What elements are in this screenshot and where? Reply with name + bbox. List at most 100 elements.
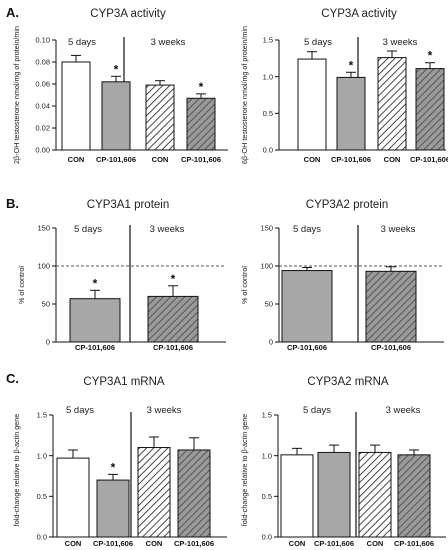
y-tick-label: 0.0 <box>262 533 272 542</box>
chart-title: CYP3A1 mRNA <box>83 376 164 388</box>
group-label: 3 weeks <box>383 37 418 48</box>
significance-marker: * <box>114 62 119 76</box>
bar <box>415 68 445 151</box>
y-tick-label: 150 <box>37 224 50 233</box>
y-tick-label: 100 <box>37 262 50 271</box>
x-category-label: CP-101,606 <box>394 539 434 548</box>
x-category-label: CON <box>304 155 321 164</box>
y-axis-label: fold-change relative to β-actin gene <box>12 414 21 526</box>
chart-title: CYP3A activity <box>90 8 166 20</box>
chart-title: CYP3A2 mRNA <box>307 376 388 388</box>
chart-panel-b-left: CYP3A1 protein % of control 0 50 100 150 5 d… <box>17 199 226 352</box>
y-axis-label: 6β-OH testosterone nmol/mg of protein/mi… <box>240 26 249 164</box>
bar <box>137 447 171 538</box>
x-category-label: CON <box>367 539 384 548</box>
y-axis-label: fold-change relative to β-actin gene <box>240 414 249 526</box>
y-tick-label: 50 <box>42 300 50 309</box>
y-tick-label: 0.5 <box>37 492 47 501</box>
y-tick-label: 1.0 <box>263 72 273 81</box>
bar <box>145 84 175 151</box>
bar <box>147 295 199 343</box>
y-tick-label: 1.0 <box>37 451 47 460</box>
group-label: 3 weeks <box>150 224 185 235</box>
y-tick-label: 50 <box>265 300 273 309</box>
y-tick-label: 1.5 <box>263 36 273 45</box>
significance-marker: * <box>199 80 204 94</box>
y-tick-label: 0.5 <box>263 109 273 118</box>
bar <box>186 97 216 151</box>
x-category-label: CP-101,606 <box>181 155 221 164</box>
chart-panel-a-left: CYP3A activity 2β-OH testosterone nmol/m… <box>12 8 228 164</box>
bar <box>280 454 314 538</box>
y-tick-label: 0 <box>269 338 273 347</box>
chart-panel-c-left: CYP3A1 mRNA fold-change relative to β-ac… <box>12 376 227 548</box>
x-category-label: CP-101,606 <box>174 539 214 548</box>
section-label-c: C. <box>6 371 19 386</box>
group-label: 5 days <box>303 405 331 416</box>
significance-marker: * <box>428 49 433 63</box>
bar <box>96 479 130 538</box>
x-category-label: CP-101,606 <box>410 155 448 164</box>
group-label: 5 days <box>66 405 94 416</box>
x-category-label: CON <box>384 155 401 164</box>
bar <box>358 451 392 538</box>
group-label: 3 weeks <box>386 405 421 416</box>
x-category-label: CON <box>68 155 85 164</box>
y-tick-label: 150 <box>260 224 273 233</box>
bar <box>317 451 351 538</box>
group-label: 5 days <box>68 37 96 48</box>
x-category-label: CP-101,606 <box>314 539 354 548</box>
y-tick-label: 0 <box>46 338 50 347</box>
group-label: 3 weeks <box>151 37 186 48</box>
chart-title: CYP3A2 protein <box>306 199 388 211</box>
y-tick-label: 1.5 <box>37 411 47 420</box>
x-category-label: CP-101,606 <box>371 343 411 352</box>
y-tick-label: 0.08 <box>35 58 50 67</box>
significance-marker: * <box>171 272 176 286</box>
bar <box>397 454 431 538</box>
y-tick-label: 0.04 <box>35 102 50 111</box>
chart-panel-b-right: CYP3A2 protein % of control 0 50 100 150 5 d… <box>240 199 444 352</box>
chart-title: CYP3A activity <box>321 8 397 20</box>
y-tick-label: 100 <box>260 262 273 271</box>
x-category-label: CP-101,606 <box>75 343 115 352</box>
significance-marker: * <box>349 58 354 72</box>
group-label: 5 days <box>293 224 321 235</box>
chart-title: CYP3A1 protein <box>87 199 169 211</box>
section-label-a: A. <box>6 5 19 20</box>
y-tick-label: 0.02 <box>35 124 50 133</box>
y-axis-label: % of control <box>240 266 249 304</box>
x-category-label: CP-101,606 <box>93 539 133 548</box>
y-tick-label: 0.5 <box>262 492 272 501</box>
x-category-label: CON <box>146 539 163 548</box>
y-tick-label: 0.10 <box>35 36 50 45</box>
x-category-label: CP-101,606 <box>287 343 327 352</box>
y-tick-label: 1.0 <box>262 451 272 460</box>
group-label: 5 days <box>74 224 102 235</box>
x-category-label: CON <box>65 539 82 548</box>
chart-panel-a-right: CYP3A activity 6β-OH testosterone nmol/m… <box>240 8 448 164</box>
chart-panel-c-right: CYP3A2 mRNA fold-change relative to β-ac… <box>240 376 446 548</box>
y-tick-label: 1.5 <box>262 411 272 420</box>
bar <box>281 270 333 343</box>
x-category-label: CP-101,606 <box>331 155 371 164</box>
group-label: 3 weeks <box>147 405 182 416</box>
bar <box>177 449 211 538</box>
bar <box>297 58 327 151</box>
y-tick-label: 0.00 <box>35 146 50 155</box>
group-label: 5 days <box>304 37 332 48</box>
bar <box>56 457 90 538</box>
y-axis-label: 2β-OH testosterone nmol/mg of protein/mi… <box>12 26 21 164</box>
y-tick-label: 0.0 <box>263 146 273 155</box>
y-axis-label: % of control <box>17 266 26 304</box>
bar <box>61 61 91 151</box>
bar <box>377 57 407 151</box>
x-category-label: CON <box>152 155 169 164</box>
y-tick-label: 0.0 <box>37 533 47 542</box>
x-category-label: CP-101,606 <box>153 343 193 352</box>
bar <box>336 76 366 151</box>
significance-marker: * <box>111 460 116 474</box>
bar <box>69 298 121 343</box>
group-label: 3 weeks <box>381 224 416 235</box>
